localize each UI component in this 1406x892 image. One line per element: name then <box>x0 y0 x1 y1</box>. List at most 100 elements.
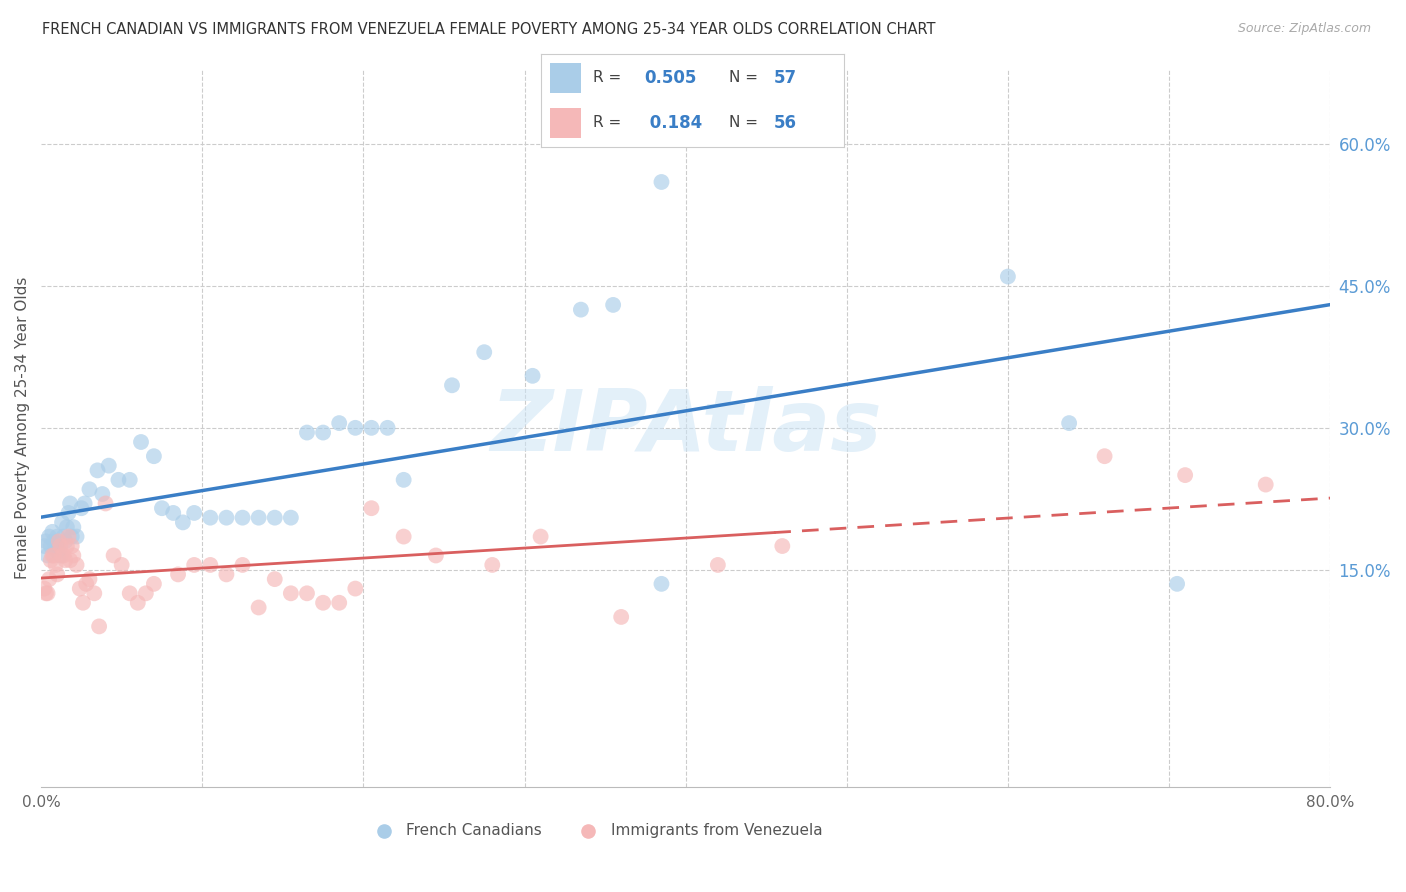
Point <box>392 473 415 487</box>
Point <box>56 539 79 553</box>
Point <box>42 549 65 563</box>
Point <box>51 516 73 530</box>
Point <box>1057 416 1080 430</box>
Point <box>37 549 59 563</box>
Point <box>59 496 82 510</box>
Point <box>263 572 285 586</box>
Point <box>103 549 125 563</box>
Point <box>481 558 503 572</box>
Point <box>522 368 544 383</box>
Point <box>295 425 318 440</box>
Point <box>83 586 105 600</box>
Point <box>60 530 83 544</box>
Point <box>231 510 253 524</box>
Point <box>35 534 58 549</box>
Point <box>62 549 84 563</box>
Point <box>440 378 463 392</box>
Point <box>425 549 447 563</box>
Point <box>59 553 82 567</box>
Point <box>79 572 101 586</box>
Text: N =: N = <box>728 70 758 86</box>
Point <box>46 567 69 582</box>
Point <box>70 501 93 516</box>
Point <box>38 530 60 544</box>
Point <box>52 530 75 544</box>
FancyBboxPatch shape <box>550 108 581 138</box>
Point <box>200 510 222 524</box>
Point <box>167 567 190 582</box>
Point <box>472 345 495 359</box>
Point <box>312 596 335 610</box>
Point <box>610 610 633 624</box>
Point <box>58 530 80 544</box>
FancyBboxPatch shape <box>550 63 581 93</box>
Point <box>53 553 76 567</box>
Point <box>41 524 63 539</box>
Point <box>39 539 62 553</box>
Point <box>39 553 62 567</box>
Point <box>49 549 72 563</box>
Text: N =: N = <box>728 115 758 130</box>
Point <box>997 269 1019 284</box>
Point <box>65 530 87 544</box>
Point <box>530 530 553 544</box>
Point <box>73 496 96 510</box>
Point <box>79 483 101 497</box>
Point <box>51 549 73 563</box>
Point <box>48 543 70 558</box>
Point <box>1254 477 1277 491</box>
Point <box>1174 468 1197 483</box>
Point <box>150 501 173 516</box>
Legend: French Canadians, Immigrants from Venezuela: French Canadians, Immigrants from Venezu… <box>363 817 828 844</box>
Point <box>87 619 110 633</box>
Point <box>118 586 141 600</box>
Point <box>52 549 75 563</box>
Point <box>69 582 91 596</box>
Point <box>60 539 83 553</box>
Point <box>650 577 672 591</box>
Point <box>247 600 270 615</box>
Point <box>569 302 592 317</box>
Point <box>49 539 72 553</box>
Point <box>360 421 382 435</box>
Point <box>770 539 793 553</box>
Text: FRENCH CANADIAN VS IMMIGRANTS FROM VENEZUELA FEMALE POVERTY AMONG 25-34 YEAR OLD: FRENCH CANADIAN VS IMMIGRANTS FROM VENEZ… <box>42 22 935 37</box>
Point <box>48 534 70 549</box>
Point <box>231 558 253 572</box>
Point <box>34 582 56 596</box>
Point <box>62 520 84 534</box>
Text: ZIPAtlas: ZIPAtlas <box>489 386 882 469</box>
Point <box>58 506 80 520</box>
Point <box>280 510 302 524</box>
Point <box>360 501 382 516</box>
Point <box>129 435 152 450</box>
Point <box>75 577 97 591</box>
Point <box>215 510 238 524</box>
Point <box>377 421 399 435</box>
Point <box>328 416 350 430</box>
Point <box>142 577 165 591</box>
Point <box>118 473 141 487</box>
Point <box>328 596 350 610</box>
Point <box>56 520 79 534</box>
Point <box>94 496 117 510</box>
Point <box>37 586 59 600</box>
Point <box>46 530 69 544</box>
Point <box>1166 577 1188 591</box>
Point <box>41 549 63 563</box>
Point <box>280 586 302 600</box>
Point <box>142 449 165 463</box>
Point <box>162 506 184 520</box>
Point <box>45 543 67 558</box>
Point <box>72 596 94 610</box>
Point <box>127 596 149 610</box>
Point <box>183 506 205 520</box>
Text: R =: R = <box>593 70 621 86</box>
Point <box>1094 449 1116 463</box>
Point <box>247 510 270 524</box>
Text: R =: R = <box>593 115 621 130</box>
Point <box>45 558 67 572</box>
Point <box>34 539 56 553</box>
Point <box>200 558 222 572</box>
Point <box>135 586 157 600</box>
